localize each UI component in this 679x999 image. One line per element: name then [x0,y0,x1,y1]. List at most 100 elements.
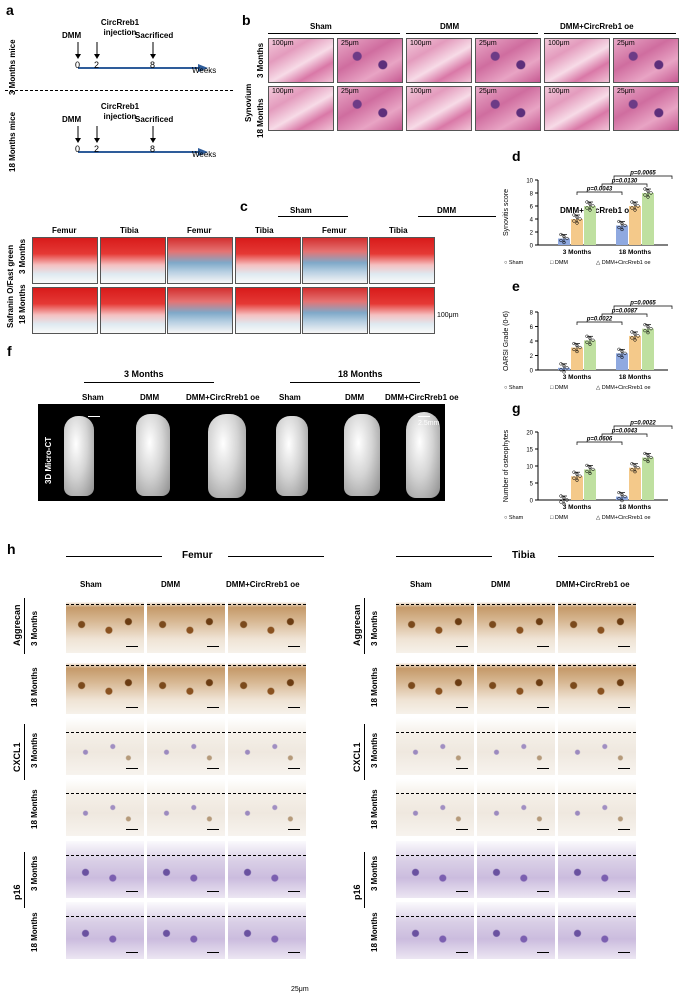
y-tick-label: 0 [530,499,534,505]
timeline-arrow [75,126,208,156]
y-tick-label: 8 [530,311,534,317]
group-header: DMM [491,580,511,589]
ihc-image [477,779,555,836]
p-value-annotation: p=0.0606 [586,437,613,443]
safranin-image [302,287,368,334]
row-label-18m: 18 Months [18,284,27,324]
scale-label: 100μm [548,40,570,47]
p-value-annotation: p=0.0130 [611,179,638,185]
ihc-image [558,841,636,898]
bar [629,335,641,370]
weeks-label: Weeks [192,150,217,159]
panel-label-h: h [7,541,16,557]
safranin-image [100,287,166,334]
chart-oarsi: 0 2 4 6 8 OARSI Grade (0-6) 3 Months 18 Months p… [503,301,673,391]
row-label-18m: 18 Months [256,98,265,138]
category-label: 18 Months [619,504,652,511]
p-value-annotation: p=0.0022 [586,317,613,323]
legend-entry: △ DMM+CircRreb1 oe [596,385,651,391]
y-tick-label: 4 [530,218,534,224]
bar [629,467,641,500]
safranin-image [235,287,301,334]
ihc-image [396,841,474,898]
ihc-image [477,657,555,714]
bar [642,457,654,500]
legend-entry: □ DMM [550,385,568,391]
time-2: 2 [94,60,100,70]
marker-label: CXCL1 [352,742,362,772]
marker-label: p16 [352,884,362,900]
safranin-label: Safranin O/Fast green [6,244,15,328]
row-label: 3 Months [370,610,379,646]
y-axis-label: Synovitis score [503,189,510,236]
category-label: 18 Months [619,374,652,381]
legend-entry: □ DMM [550,515,568,521]
synovium-image: 25μm [475,38,541,83]
injection-label: CircRreb1 injection [100,18,140,37]
ihc-image [147,718,225,775]
y-tick-label: 10 [526,179,533,185]
scale-label: 25μm [479,88,497,95]
p-value-annotation: p=0.0043 [586,187,613,193]
synovium-image: 100μm [406,38,472,83]
safranin-image [369,287,435,334]
mice-label-18m: 18 Months mice [8,111,17,172]
scale-label: 25μm [291,986,309,993]
y-axis-label: Number of osteophytes [503,429,510,502]
y-tick-label: 8 [530,192,534,198]
head-18-months: 18 Months [338,369,383,379]
p-value-annotation: p=0.0065 [629,171,656,177]
time-8: 8 [150,60,156,70]
row-label: 3 Months [30,855,39,891]
scale-label: 25μm [617,40,635,47]
ihc-image [228,841,306,898]
marker-label: Aggrecan [12,604,22,646]
synovium-image: 100μm [268,86,334,131]
bar [642,328,654,370]
synovium-image: 25μm [475,86,541,131]
safranin-image [167,237,233,284]
femur-header: Femur [182,550,213,561]
y-tick-label: 6 [530,325,534,331]
category-label: 3 Months [563,504,592,511]
divider [5,90,233,92]
row-label-3m: 3 Months [256,42,265,78]
panel-label-c: c [240,198,248,214]
y-tick-label: 4 [530,340,534,346]
ihc-image [228,596,306,653]
ihc-image [396,718,474,775]
y-tick-label: 2 [530,354,534,360]
legend-entry: △ DMM+CircRreb1 oe [596,260,651,266]
ihc-image [228,657,306,714]
scale-label: 2.5mm [418,420,440,427]
weeks-label: Weeks [192,66,217,75]
col-oe: DMM+CircRreb1 oe [186,393,260,402]
synovium-image: 25μm [337,86,403,131]
col-sham: Sham [279,393,301,402]
scale-label: 25μm [341,40,359,47]
microct-label: 3D Micro-CT [44,436,53,484]
bar [616,225,628,245]
panel-label-e: e [512,278,520,294]
safranin-image [302,237,368,284]
sacrificed-label: Sacrificed [135,115,174,124]
bar [571,347,583,370]
y-tick-label: 2 [530,231,534,237]
marker-label: p16 [12,884,22,900]
scale-label: 100μm [410,88,432,95]
synovium-image: 100μm [544,38,610,83]
chart-synovitis: 0 2 4 6 8 10 Synovitis score 3 Months 18 Months p… [503,171,673,266]
ihc-image [66,902,144,959]
synovium-image: 25μm [613,38,679,83]
ihc-image [66,596,144,653]
mice-label-3m: 3 Months mice [8,39,17,95]
tibia-header: Tibia [512,550,536,561]
row-label-3m: 3 Months [18,238,27,274]
head-3-months: 3 Months [124,369,164,379]
col-dmm: DMM [345,393,365,402]
scale-label: 25μm [617,88,635,95]
safranin-image [100,237,166,284]
ihc-image [558,596,636,653]
bar [629,206,641,245]
scale-label: 100μm [548,88,570,95]
